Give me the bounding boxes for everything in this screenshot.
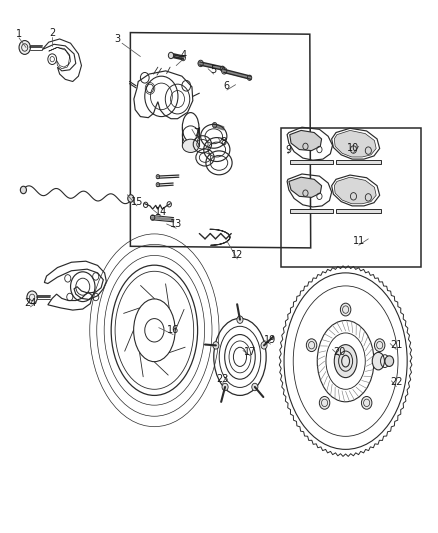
Ellipse shape [334, 345, 357, 377]
Circle shape [319, 397, 330, 409]
Text: 20: 20 [333, 346, 345, 357]
Circle shape [20, 186, 26, 193]
Polygon shape [290, 160, 332, 165]
Text: 2: 2 [49, 28, 55, 38]
Text: 21: 21 [390, 340, 403, 350]
Circle shape [213, 342, 219, 349]
Text: 1: 1 [16, 29, 22, 39]
Polygon shape [290, 131, 321, 151]
Text: 5: 5 [211, 65, 217, 75]
Text: 9: 9 [285, 144, 291, 155]
Circle shape [222, 383, 228, 391]
Polygon shape [290, 209, 332, 213]
Text: 10: 10 [347, 143, 360, 154]
Text: 7: 7 [193, 127, 199, 138]
Text: 22: 22 [390, 377, 403, 387]
Circle shape [361, 397, 372, 409]
Circle shape [385, 356, 394, 367]
Polygon shape [334, 177, 376, 204]
Polygon shape [289, 177, 321, 197]
Text: 15: 15 [131, 197, 143, 207]
Text: 4: 4 [180, 50, 186, 60]
Text: 13: 13 [170, 219, 182, 229]
Text: 12: 12 [231, 250, 244, 260]
Circle shape [261, 342, 267, 349]
Text: 24: 24 [24, 297, 36, 308]
Text: 23: 23 [216, 374, 229, 384]
Circle shape [128, 195, 134, 202]
Ellipse shape [372, 352, 385, 370]
Circle shape [252, 383, 258, 391]
Circle shape [27, 291, 37, 304]
Circle shape [340, 303, 351, 316]
Circle shape [168, 52, 173, 59]
Circle shape [306, 339, 317, 352]
Text: 19: 19 [265, 335, 277, 345]
Text: 6: 6 [224, 81, 230, 91]
Circle shape [237, 316, 243, 324]
Polygon shape [336, 209, 381, 213]
Circle shape [374, 339, 385, 352]
Text: 11: 11 [353, 236, 365, 246]
Text: 14: 14 [155, 207, 167, 217]
Polygon shape [334, 131, 376, 157]
Text: 16: 16 [167, 325, 179, 335]
Text: 17: 17 [244, 346, 257, 357]
Ellipse shape [182, 139, 199, 152]
Polygon shape [336, 160, 381, 165]
Text: 8: 8 [220, 136, 226, 147]
Text: 3: 3 [115, 34, 121, 44]
Circle shape [19, 41, 30, 54]
